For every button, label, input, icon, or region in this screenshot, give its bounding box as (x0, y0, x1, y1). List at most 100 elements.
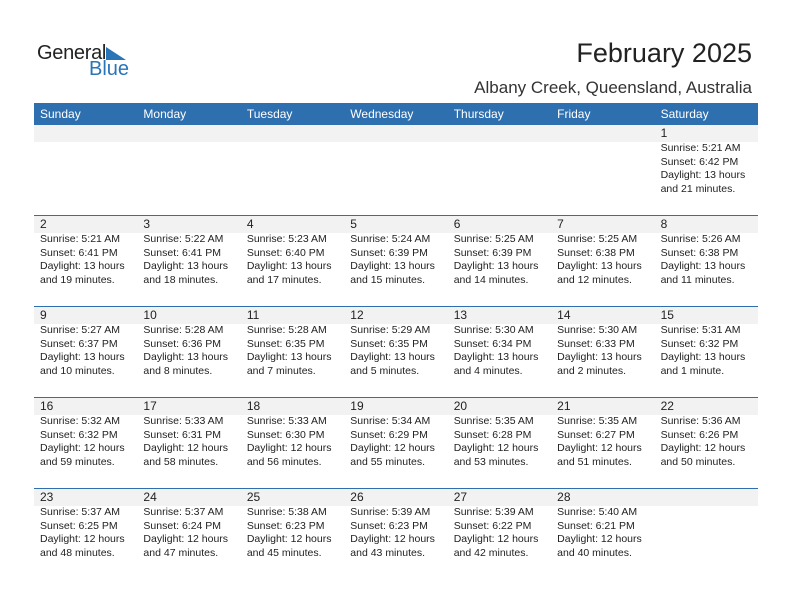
day-cell: 28 Sunrise: 5:40 AM Sunset: 6:21 PM Dayligh… (551, 489, 654, 579)
day-cell: 11 Sunrise: 5:28 AM Sunset: 6:35 PM Dayligh… (241, 307, 344, 397)
week-row: 23 Sunrise: 5:37 AM Sunset: 6:25 PM Dayligh… (34, 488, 758, 579)
date-strip (34, 216, 758, 233)
daylight-minutes-text: and 47 minutes. (143, 546, 219, 559)
weekday-tuesday: Tuesday (246, 107, 293, 121)
day-number: 23 (40, 490, 54, 504)
weekday-sunday: Sunday (40, 107, 81, 121)
sunrise-text: Sunrise: 5:30 AM (557, 324, 638, 336)
daylight-text: Daylight: 12 hours (143, 442, 229, 454)
daylight-text: Daylight: 13 hours (660, 260, 746, 272)
sunrise-text: Sunrise: 5:37 AM (40, 506, 120, 518)
daylight-minutes-text: and 4 minutes. (453, 364, 523, 377)
day-cell: 2 Sunrise: 5:21 AM Sunset: 6:41 PM Daylight… (34, 216, 137, 306)
day-cell: 26 Sunrise: 5:39 AM Sunset: 6:23 PM Dayligh… (344, 489, 447, 579)
day-number: 20 (453, 399, 468, 413)
logo: General Blue (37, 42, 137, 82)
sunset-text: Sunset: 6:38 PM (660, 246, 739, 259)
page-title: February 2025 (576, 38, 752, 68)
empty-cell (448, 125, 551, 215)
day-cell: 13 Sunrise: 5:30 AM Sunset: 6:34 PM Dayligh… (448, 307, 551, 397)
daylight-text: Daylight: 12 hours (246, 442, 332, 454)
sunset-text: Sunset: 6:29 PM (350, 428, 428, 441)
week-row: 16 Sunrise: 5:32 AM Sunset: 6:32 PM Dayligh… (34, 397, 758, 488)
day-cell: 5 Sunrise: 5:24 AM Sunset: 6:39 PM Daylight… (344, 216, 447, 306)
sunrise-text: Sunrise: 5:26 AM (660, 233, 741, 245)
sunrise-text: Sunrise: 5:30 AM (453, 324, 534, 336)
day-number: 19 (350, 399, 364, 413)
day-number: 28 (557, 490, 571, 504)
week-row: 1 Sunrise: 5:21 AM Sunset: 6:42 PM Daylight… (34, 125, 758, 215)
logo-triangle-icon (106, 47, 126, 60)
daylight-minutes-text: and 42 minutes. (453, 546, 529, 559)
weekday-saturday: Saturday (660, 107, 709, 121)
day-cell: 15 Sunrise: 5:31 AM Sunset: 6:32 PM Dayligh… (655, 307, 758, 397)
day-number: 12 (350, 308, 364, 322)
daylight-minutes-text: and 11 minutes. (660, 273, 735, 286)
sunrise-text: Sunrise: 5:36 AM (660, 415, 741, 427)
daylight-minutes-text: and 55 minutes. (350, 455, 425, 468)
daylight-text: Daylight: 12 hours (246, 533, 332, 545)
sunset-text: Sunset: 6:23 PM (246, 519, 325, 532)
empty-cell (655, 489, 758, 579)
daylight-text: Daylight: 13 hours (453, 351, 539, 363)
weekday-wednesday: Wednesday (350, 107, 414, 121)
sunset-text: Sunset: 6:30 PM (246, 428, 325, 441)
date-strip (34, 125, 758, 142)
empty-cell (551, 125, 654, 215)
day-number: 21 (557, 399, 571, 413)
daylight-minutes-text: and 53 minutes. (453, 455, 529, 468)
sunset-text: Sunset: 6:24 PM (143, 519, 222, 532)
daylight-minutes-text: and 18 minutes. (143, 273, 219, 286)
daylight-text: Daylight: 12 hours (453, 442, 539, 454)
day-cell: 25 Sunrise: 5:38 AM Sunset: 6:23 PM Dayligh… (241, 489, 344, 579)
sunrise-text: Sunrise: 5:27 AM (40, 324, 120, 336)
day-cell: 4 Sunrise: 5:23 AM Sunset: 6:40 PM Daylight… (241, 216, 344, 306)
day-cell: 27 Sunrise: 5:39 AM Sunset: 6:22 PM Dayligh… (448, 489, 551, 579)
weekday-thursday: Thursday (453, 107, 504, 121)
sunrise-text: Sunrise: 5:33 AM (143, 415, 224, 427)
daylight-text: Daylight: 12 hours (40, 533, 125, 545)
daylight-text: Daylight: 13 hours (246, 260, 332, 272)
daylight-text: Daylight: 12 hours (143, 533, 229, 545)
daylight-minutes-text: and 48 minutes. (40, 546, 115, 559)
daylight-minutes-text: and 40 minutes. (557, 546, 632, 559)
day-cell: 14 Sunrise: 5:30 AM Sunset: 6:33 PM Dayligh… (551, 307, 654, 397)
day-number: 10 (143, 308, 157, 322)
day-cell: 12 Sunrise: 5:29 AM Sunset: 6:35 PM Dayligh… (344, 307, 447, 397)
location-subtitle: Albany Creek, Queensland, Australia (474, 78, 752, 97)
day-cell: 9 Sunrise: 5:27 AM Sunset: 6:37 PM Daylight… (34, 307, 137, 397)
day-number: 27 (453, 490, 468, 504)
sunrise-text: Sunrise: 5:40 AM (557, 506, 638, 518)
daylight-text: Daylight: 13 hours (40, 351, 125, 363)
daylight-text: Daylight: 13 hours (660, 169, 746, 181)
sunset-text: Sunset: 6:21 PM (557, 519, 635, 532)
daylight-text: Daylight: 13 hours (557, 351, 642, 363)
day-cell: 3 Sunrise: 5:22 AM Sunset: 6:41 PM Daylight… (137, 216, 240, 306)
daylight-minutes-text: and 59 minutes. (40, 455, 115, 468)
empty-cell (137, 125, 240, 215)
sunset-text: Sunset: 6:41 PM (143, 246, 222, 259)
sunset-text: Sunset: 6:32 PM (40, 428, 118, 441)
sunrise-text: Sunrise: 5:22 AM (143, 233, 224, 245)
daylight-minutes-text: and 43 minutes. (350, 546, 425, 559)
sunrise-text: Sunrise: 5:39 AM (453, 506, 534, 518)
sunset-text: Sunset: 6:38 PM (557, 246, 635, 259)
daylight-minutes-text: and 14 minutes. (453, 273, 529, 286)
sunrise-text: Sunrise: 5:37 AM (143, 506, 224, 518)
sunrise-text: Sunrise: 5:38 AM (246, 506, 327, 518)
day-number: 5 (350, 217, 357, 231)
daylight-text: Daylight: 13 hours (557, 260, 642, 272)
daylight-minutes-text: and 56 minutes. (246, 455, 322, 468)
daylight-text: Daylight: 13 hours (350, 351, 435, 363)
daylight-text: Daylight: 12 hours (557, 442, 642, 454)
sunset-text: Sunset: 6:23 PM (350, 519, 428, 532)
daylight-text: Daylight: 12 hours (350, 442, 435, 454)
day-number: 25 (246, 490, 261, 504)
day-number: 2 (40, 217, 47, 231)
daylight-minutes-text: and 19 minutes. (40, 273, 115, 286)
daylight-minutes-text: and 51 minutes. (557, 455, 632, 468)
sunset-text: Sunset: 6:41 PM (40, 246, 118, 259)
sunrise-text: Sunrise: 5:34 AM (350, 415, 431, 427)
sunrise-text: Sunrise: 5:25 AM (453, 233, 534, 245)
sunrise-text: Sunrise: 5:32 AM (40, 415, 120, 427)
